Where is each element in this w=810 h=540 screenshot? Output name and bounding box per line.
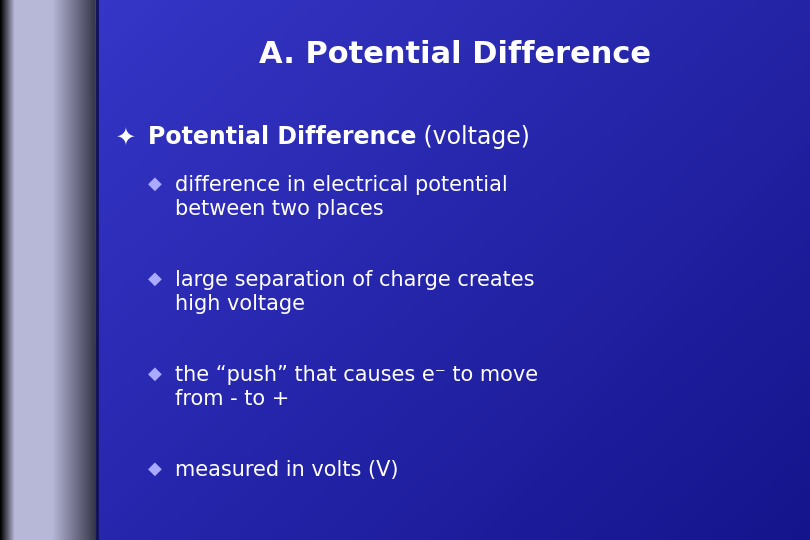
Text: ✦: ✦ — [115, 125, 134, 149]
Text: (voltage): (voltage) — [416, 125, 531, 149]
Text: measured in volts (V): measured in volts (V) — [175, 460, 399, 480]
Text: Potential Difference: Potential Difference — [148, 125, 416, 149]
Text: difference in electrical potential
between two places: difference in electrical potential betwe… — [175, 175, 508, 219]
Text: A. Potential Difference: A. Potential Difference — [259, 40, 651, 69]
Text: the “push” that causes e⁻ to move
from - to +: the “push” that causes e⁻ to move from -… — [175, 365, 538, 409]
Text: ◆: ◆ — [148, 175, 162, 193]
Text: ◆: ◆ — [148, 460, 162, 478]
Text: ◆: ◆ — [148, 270, 162, 288]
Text: ◆: ◆ — [148, 365, 162, 383]
Text: large separation of charge creates
high voltage: large separation of charge creates high … — [175, 270, 535, 314]
